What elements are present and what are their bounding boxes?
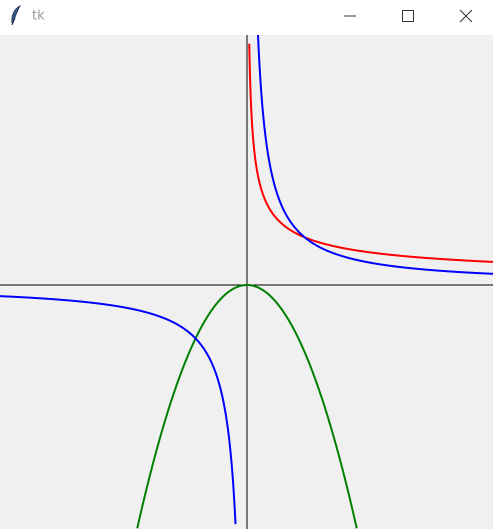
close-button[interactable] xyxy=(459,9,473,23)
parabola-curve xyxy=(136,284,358,529)
hyperbola-left xyxy=(0,295,237,525)
maximize-button[interactable] xyxy=(402,10,414,22)
root-curve xyxy=(248,43,493,263)
app-icon xyxy=(11,5,22,26)
hyperbola-right xyxy=(257,34,493,275)
window-title: tk xyxy=(32,9,45,24)
title-bar xyxy=(0,0,493,35)
curves xyxy=(0,34,493,529)
